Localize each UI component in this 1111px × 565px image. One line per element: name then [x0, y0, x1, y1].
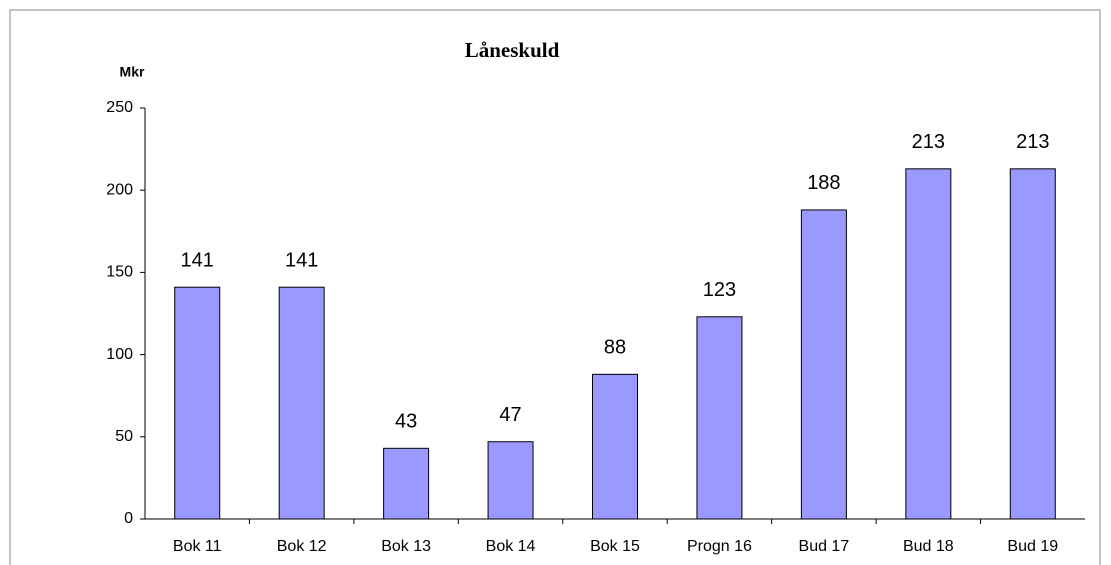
- bar: [278, 286, 325, 520]
- y-tick-label: 100: [106, 346, 133, 363]
- data-label: 188: [807, 172, 840, 194]
- x-tick-label: Bud 19: [1007, 538, 1058, 555]
- y-tick-label: 250: [106, 99, 133, 116]
- x-tick-label: Progn 16: [687, 538, 752, 555]
- y-tick-label: 150: [106, 264, 133, 281]
- data-label: 43: [395, 411, 417, 433]
- x-tick-label: Bok 13: [381, 538, 431, 555]
- y-tick-label: 0: [124, 510, 133, 527]
- x-tick-label: Bud 17: [799, 538, 850, 555]
- x-tick-label: Bok 12: [277, 538, 327, 555]
- data-label: 213: [912, 131, 945, 153]
- x-tick-label: Bok 14: [486, 538, 536, 555]
- data-label: 88: [604, 337, 626, 359]
- y-tick-label: 50: [115, 428, 133, 445]
- y-tick-label: 200: [106, 181, 133, 198]
- x-tick-label: Bud 18: [903, 538, 954, 555]
- bar: [487, 441, 534, 520]
- bar: [592, 373, 638, 520]
- bar: [1009, 168, 1056, 520]
- data-label: 213: [1016, 131, 1049, 153]
- bar: [383, 447, 430, 520]
- chart-title: Låneskuld: [465, 38, 560, 62]
- y-axis-label: Mkr: [120, 64, 145, 80]
- data-label: 141: [181, 249, 214, 271]
- data-label: 141: [285, 249, 318, 271]
- x-tick-label: Bok 11: [173, 538, 222, 555]
- bar: [905, 168, 952, 520]
- bar: [174, 286, 221, 520]
- bar: [696, 316, 743, 520]
- data-label: 47: [499, 404, 521, 426]
- x-tick-label: Bok 15: [590, 538, 640, 555]
- data-label: 123: [703, 279, 736, 301]
- bar: [800, 209, 847, 520]
